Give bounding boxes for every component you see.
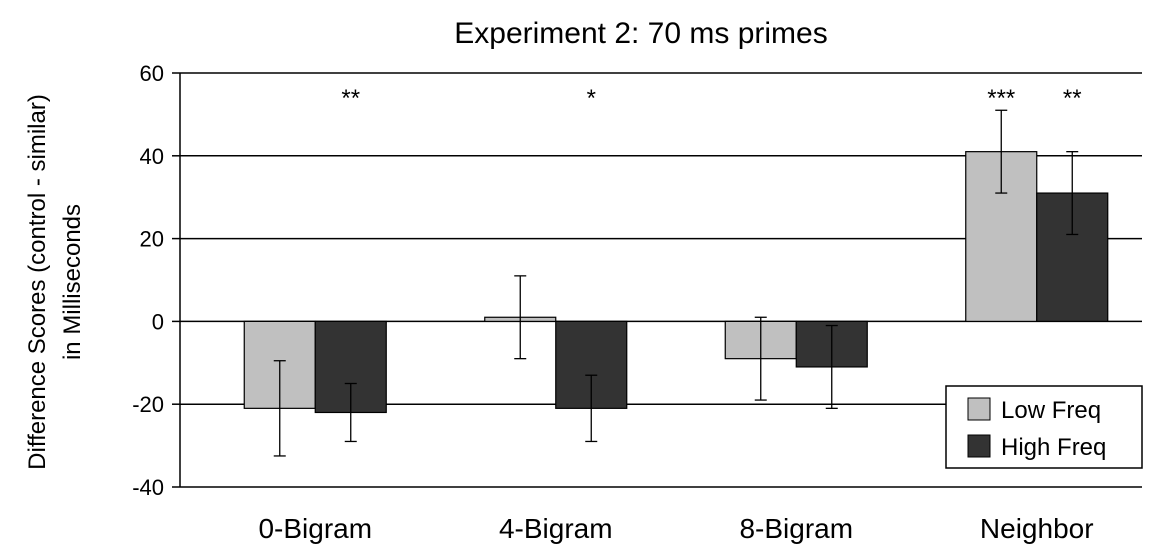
x-tick-label: 8-Bigram xyxy=(739,513,853,544)
significance-marker: * xyxy=(587,85,596,112)
y-tick-label: 60 xyxy=(140,61,164,86)
y-axis-label-line2: in Milliseconds xyxy=(59,204,86,360)
y-axis-label: Difference Scores (control - similar) in… xyxy=(24,94,86,470)
chart-title: Experiment 2: 70 ms primes xyxy=(454,17,827,50)
y-tick-label: 0 xyxy=(152,309,164,334)
y-tick-label: 20 xyxy=(140,227,164,252)
bar xyxy=(555,320,628,409)
significance-marker: *** xyxy=(987,85,1015,112)
y-tick-label: 40 xyxy=(140,144,164,169)
legend-label-low-freq: Low Freq xyxy=(1001,397,1101,424)
plot-area: -40 -20 0 20 40 60 0-Bigram 4-Bigram 8-Bigram Nei… xyxy=(132,61,1142,544)
legend: Low Freq High Freq xyxy=(945,385,1143,469)
y-axis-label-line1: Difference Scores (control - similar) xyxy=(24,94,51,470)
significance-marker: ** xyxy=(1063,85,1082,112)
x-tick-label: Neighbor xyxy=(980,513,1094,544)
y-tick-label: -20 xyxy=(132,392,164,417)
legend-label-high-freq: High Freq xyxy=(1001,434,1106,461)
significance-marker: ** xyxy=(341,85,360,112)
y-tick-label: -40 xyxy=(132,475,164,500)
x-tick-label: 0-Bigram xyxy=(258,513,372,544)
x-tick-label: 4-Bigram xyxy=(499,513,613,544)
legend-swatch-low-freq xyxy=(967,397,991,421)
legend-swatch-high-freq xyxy=(967,434,991,458)
